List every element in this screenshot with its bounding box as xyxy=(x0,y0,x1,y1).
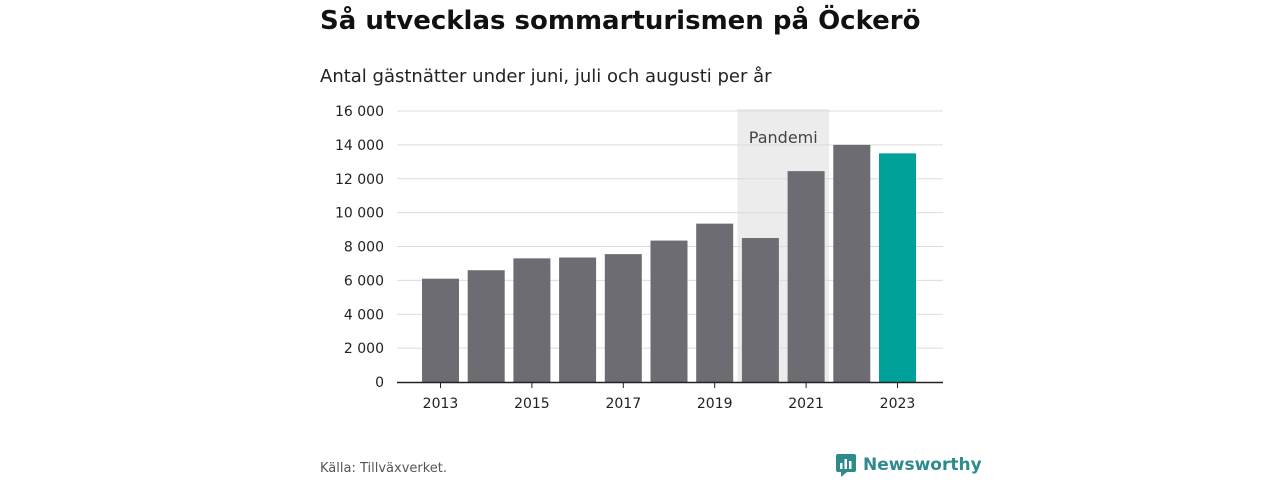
x-tick-label: 2019 xyxy=(697,396,733,412)
y-tick-label: 2 000 xyxy=(344,341,384,357)
y-tick-label: 4 000 xyxy=(344,307,384,323)
x-tick-label: 2021 xyxy=(788,396,824,412)
bar-2017 xyxy=(604,254,642,382)
bar-chart: Pandemi 0 2 000 4 000 6 000 8 000 10 000 12 00… xyxy=(335,104,943,412)
newsworthy-logo-icon xyxy=(836,454,856,477)
bar-2013 xyxy=(422,278,459,382)
y-tick-label: 6 000 xyxy=(344,273,384,289)
axis-layer: 0 2 000 4 000 6 000 8 000 10 000 12 000 14 000 1… xyxy=(335,104,943,412)
bar-2018 xyxy=(650,240,688,382)
x-tick-label: 2017 xyxy=(605,396,641,412)
bar-2015 xyxy=(513,258,551,382)
y-tick-label: 16 000 xyxy=(335,104,384,120)
bar-2014 xyxy=(467,270,505,382)
pandemic-label: Pandemi xyxy=(749,128,818,147)
brand-name: Newsworthy xyxy=(863,455,982,475)
bar-2016 xyxy=(559,257,597,382)
y-tick-label: 8 000 xyxy=(344,240,384,256)
brand-logo: Newsworthy xyxy=(835,453,982,477)
source-note: Källa: Tillväxverket. xyxy=(320,461,448,476)
bar-2019 xyxy=(696,223,734,382)
bar-2022 xyxy=(833,144,871,382)
x-tick-label: 2015 xyxy=(514,396,550,412)
y-tick-label: 10 000 xyxy=(335,206,384,222)
bar-2023 xyxy=(879,153,916,382)
y-tick-label: 12 000 xyxy=(335,172,384,188)
bar-2021 xyxy=(787,171,825,382)
x-tick-label: 2013 xyxy=(423,396,459,412)
y-tick-label: 0 xyxy=(375,375,384,391)
bar-2020 xyxy=(741,238,779,382)
bar-layer xyxy=(422,144,916,382)
chart-subtitle: Antal gästnätter under juni, juli och au… xyxy=(320,66,772,87)
x-tick-label: 2023 xyxy=(880,396,916,412)
chart-title: Så utvecklas sommarturismen på Öckerö xyxy=(320,6,921,36)
y-tick-label: 14 000 xyxy=(335,138,384,154)
